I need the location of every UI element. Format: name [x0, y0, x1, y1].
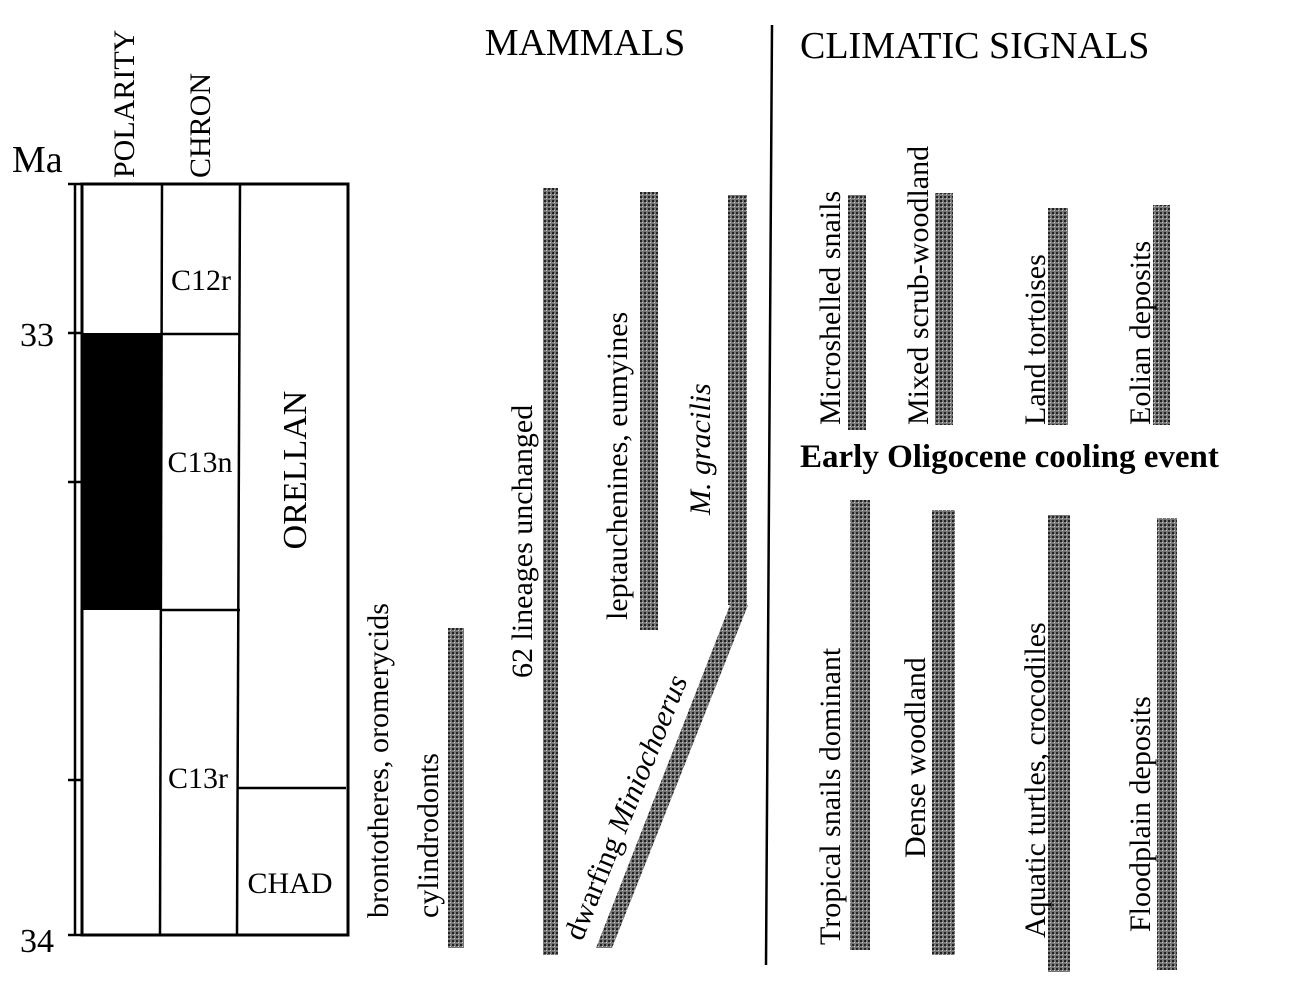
- chron-label: C12r: [171, 264, 231, 297]
- tick-label: 33: [20, 317, 54, 354]
- axis-unit: Ma: [12, 139, 63, 181]
- range-label: 62 lineages unchanged: [506, 405, 539, 678]
- range-bar: [640, 192, 658, 630]
- signal-label: Dense woodland: [899, 657, 932, 858]
- stage-label: ORELLAN: [277, 391, 314, 550]
- range-bar: [850, 500, 870, 950]
- range-bar: [448, 628, 464, 948]
- signal-label: Eolian deposits: [1124, 241, 1157, 425]
- column-divider: [158, 183, 164, 936]
- range-bar: [932, 510, 955, 955]
- signal-label: Land tortoises: [1019, 254, 1052, 425]
- signal-label: Microshelled snails: [814, 191, 847, 425]
- range-bar: [1048, 515, 1070, 972]
- range-bar: [728, 195, 747, 605]
- range-bar: [543, 188, 558, 955]
- tick-label: 34: [20, 923, 54, 960]
- range-label: leptauchenines, eumyines: [601, 312, 634, 620]
- range-bar: [596, 605, 748, 948]
- signal-label: Mixed scrub-woodland: [902, 146, 935, 425]
- signal-label: Aquatic turtles, crocodiles: [1019, 622, 1052, 938]
- range-bar: [935, 193, 953, 425]
- signal-label: Tropical snails dominant: [814, 647, 847, 945]
- section-divider: [764, 24, 774, 966]
- range-bar: [848, 195, 866, 430]
- column-header: POLARITY: [108, 30, 141, 178]
- range-label: M. gracilis: [684, 383, 717, 516]
- column-divider: [235, 183, 242, 936]
- column-header: CHRON: [184, 73, 217, 178]
- range-bar: [1048, 208, 1068, 425]
- chron-label: C13n: [167, 446, 232, 479]
- range-bar: [1153, 205, 1170, 425]
- range-bar: [1157, 518, 1177, 970]
- column-frame: [80, 182, 350, 937]
- normal-polarity: [82, 333, 162, 610]
- section-title: CLIMATIC SIGNALS: [800, 25, 1149, 67]
- stage-label: CHAD: [247, 867, 332, 900]
- section-title: MAMMALS: [485, 22, 686, 64]
- event-label: Early Oligocene cooling event: [800, 439, 1219, 475]
- signal-label: Floodplain deposits: [1124, 696, 1157, 932]
- chron-label: C13r: [168, 762, 228, 795]
- range-label: cylindrodonts: [412, 753, 445, 918]
- range-label: brontotheres, oromerycids: [362, 603, 395, 918]
